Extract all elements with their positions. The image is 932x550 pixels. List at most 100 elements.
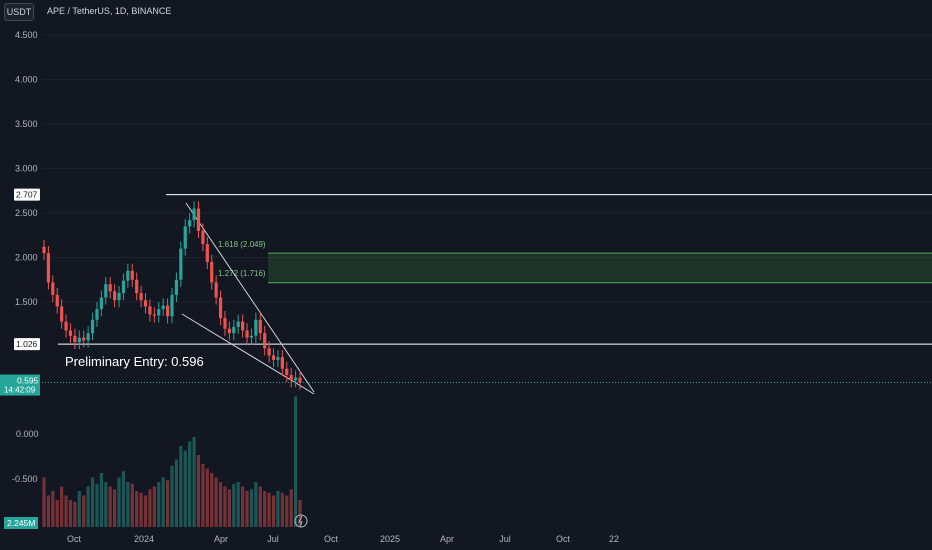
volume-badge-value: 2.245M [7, 518, 35, 528]
time-tick-label: 22 [609, 534, 619, 544]
volume-bar [210, 473, 214, 527]
time-tick-label: Oct [324, 534, 339, 544]
candle-body [218, 297, 223, 319]
volume-bar [60, 486, 64, 527]
volume-bar [42, 477, 46, 527]
volume-bar [73, 501, 77, 527]
time-tick-label: 2025 [380, 534, 400, 544]
candle-body [298, 377, 302, 383]
level-label: 1.026 [16, 339, 38, 349]
candle-body [148, 306, 152, 315]
candle-body [205, 244, 209, 262]
volume-bar [254, 482, 258, 527]
candle-body [196, 208, 201, 231]
volume-bar [104, 482, 108, 527]
level-label-bg [14, 188, 40, 201]
volume-bar [271, 495, 276, 527]
current-price-value: 0.595 [17, 376, 39, 386]
candle-body [214, 282, 218, 298]
time-tick-label: Jul [267, 534, 279, 544]
candle-body [165, 305, 170, 317]
candle-body [170, 294, 174, 317]
volume-bar [64, 495, 68, 527]
volume-bar [161, 477, 165, 527]
candle-body [42, 246, 46, 254]
time-tick-label: Jul [499, 534, 511, 544]
price-tick-label: 4.500 [15, 30, 38, 40]
volume-badge [4, 517, 38, 529]
volume-bar [188, 441, 192, 527]
candle-body [241, 321, 245, 331]
volume-bar [139, 492, 143, 527]
time-tick-label: Apr [214, 534, 228, 544]
candle-body [271, 355, 276, 360]
symbol-title: APE / TetherUS, 1D, BINANCE [47, 6, 172, 16]
time-tick-label: Apr [440, 534, 454, 544]
candle-body [174, 279, 179, 295]
candle-body [157, 309, 161, 316]
volume-bar [152, 486, 156, 527]
candle-body [183, 226, 187, 249]
fib-upper-label: 1.618 (2.049) [218, 240, 266, 249]
candle-body [139, 293, 143, 301]
candle-body [152, 314, 156, 316]
volume-bar [280, 492, 284, 527]
candle-body [258, 319, 262, 334]
volume-bar [293, 396, 298, 527]
level-label-bg [14, 338, 40, 351]
volume-bar [157, 482, 161, 527]
volume-bar [285, 495, 289, 527]
volume-bar [121, 471, 126, 527]
volume-bar [205, 468, 209, 527]
volume-bar [258, 486, 262, 527]
candle-body [130, 270, 134, 280]
volume-bar [99, 473, 103, 527]
current-price-badge [0, 374, 40, 396]
volume-bar [223, 486, 227, 527]
candle-body [82, 337, 86, 341]
volume-bar [174, 459, 179, 527]
volume-bar [289, 489, 293, 527]
candle-body [104, 284, 108, 298]
chart-header: USDT APE / TetherUS, 1D, BINANCE [0, 0, 932, 24]
level-label: 2.707 [16, 190, 38, 200]
volume-bar [263, 491, 267, 527]
volume-bar [183, 450, 187, 527]
volume-bar [86, 486, 90, 527]
candle-body [77, 337, 81, 343]
candle-body [55, 294, 59, 307]
candle-body [161, 305, 165, 310]
candle-body [95, 309, 99, 320]
candle-body [223, 318, 227, 329]
volume-bar [113, 489, 117, 527]
price-tick-label: 1.500 [15, 297, 38, 307]
candle-body [68, 330, 73, 336]
candle-body [121, 280, 126, 294]
candle-body [254, 319, 258, 336]
volume-bar [165, 480, 170, 527]
candle-body [60, 306, 64, 322]
candle-body [280, 357, 284, 369]
volume-bar [95, 483, 99, 527]
candle-body [201, 230, 205, 245]
candle-body [276, 357, 280, 360]
volume-bar [90, 477, 95, 527]
volume-bar [236, 482, 240, 527]
volume-bar [82, 495, 86, 527]
volume-bar [298, 500, 302, 527]
candle-body [267, 348, 271, 356]
time-tick-label: 2024 [134, 534, 154, 544]
candle-body [188, 220, 192, 227]
volume-bar [232, 483, 236, 527]
candle-body [46, 253, 51, 283]
wedge-upper-trendline [185, 202, 315, 393]
candle-body [245, 330, 249, 338]
candle-body [263, 333, 267, 349]
entry-annotation: Preliminary Entry: 0.596 [65, 354, 204, 369]
quote-currency-badge[interactable]: USDT [4, 3, 34, 21]
volume-bar [77, 491, 81, 527]
volume-bar [196, 455, 201, 527]
volume-bar [126, 482, 130, 527]
volume-bar [130, 483, 134, 527]
